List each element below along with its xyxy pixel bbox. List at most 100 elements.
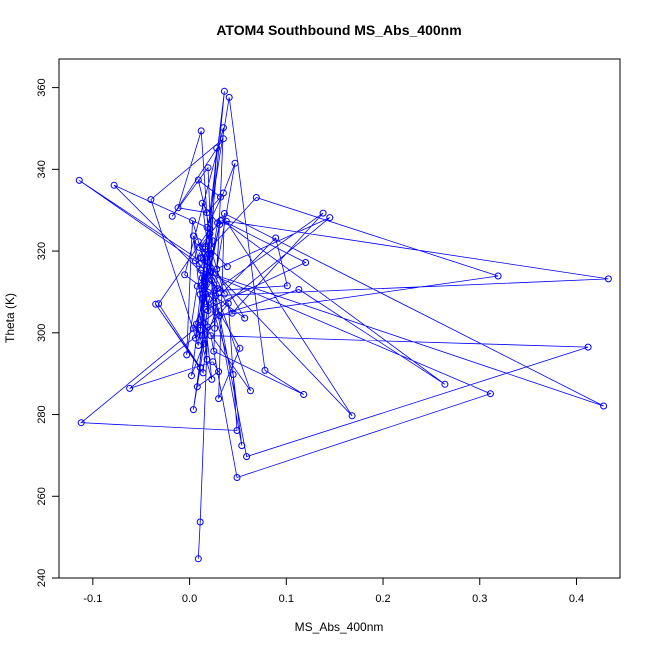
data-point (110, 181, 118, 189)
data-point (600, 402, 608, 410)
data-point (198, 295, 206, 302)
data-point (152, 300, 160, 308)
y-tick-label: 240 (36, 569, 48, 587)
data-point (236, 344, 244, 352)
data-point (189, 324, 197, 332)
data-point (193, 282, 201, 290)
data-point (228, 309, 236, 317)
data-point (217, 217, 224, 225)
x-tick-label: 0.1 (279, 593, 294, 605)
data-point (584, 343, 592, 351)
y-tick-label: 340 (36, 160, 48, 178)
data-point (200, 319, 208, 327)
data-point (219, 189, 227, 197)
data-point (202, 306, 210, 313)
x-axis: -0.1 0.0 0.1 0.2 0.3 0.4 (83, 577, 584, 605)
data-point (220, 210, 228, 217)
data-point (208, 277, 216, 284)
x-axis-label: MS_Abs_400nm (295, 620, 384, 634)
data-point (181, 271, 189, 279)
data-point (204, 164, 212, 172)
data-point (208, 375, 216, 383)
data-point (183, 351, 191, 359)
data-point (126, 384, 134, 392)
x-tick-label: 0.0 (182, 593, 197, 605)
data-point (216, 221, 224, 228)
data-point (189, 232, 197, 240)
series-line (79, 91, 609, 559)
data-point (243, 453, 251, 461)
y-tick-label: 360 (36, 78, 48, 96)
data-point (191, 334, 199, 342)
data-point (199, 369, 207, 377)
data-point (302, 259, 310, 266)
data-point (188, 372, 195, 380)
data-point (197, 127, 205, 135)
data-point (604, 275, 612, 283)
data-point (197, 266, 205, 274)
data-point (189, 406, 197, 414)
data-point (204, 288, 212, 296)
data-point (218, 216, 225, 224)
data-point (319, 209, 327, 217)
data-point (174, 204, 182, 212)
y-tick-label: 320 (36, 242, 48, 260)
data-point (207, 245, 215, 253)
data-point (168, 212, 176, 220)
x-tick-label: 0.2 (375, 593, 390, 605)
data-point (486, 390, 494, 398)
data-point (209, 237, 217, 245)
data-point (220, 87, 228, 95)
data-point (295, 286, 303, 293)
data-point (212, 308, 220, 316)
data-point (204, 262, 212, 270)
x-tick-label: 0.4 (569, 593, 584, 605)
data-point (196, 364, 204, 371)
data-point (211, 324, 219, 332)
data-point (195, 243, 203, 251)
data-point (207, 250, 215, 257)
y-tick-label: 260 (36, 487, 48, 505)
data-point (189, 217, 196, 225)
y-axis: 240 260 280 300 320 340 360 (36, 78, 60, 587)
data-point (200, 298, 208, 306)
data-point (77, 419, 85, 427)
data-point (229, 371, 237, 378)
data-point (196, 518, 204, 526)
data-point (233, 474, 241, 481)
data-point (196, 290, 204, 298)
data-point (494, 272, 502, 280)
data-point (219, 124, 227, 132)
data-point (201, 280, 209, 288)
data-point (197, 282, 205, 290)
data-point (75, 176, 83, 184)
data-point (348, 412, 356, 420)
data-point (233, 427, 241, 434)
data-point (211, 287, 219, 295)
chart-title: ATOM4 Southbound MS_Abs_400nm (216, 22, 461, 38)
x-tick-label: 0.3 (472, 593, 487, 605)
data-point (215, 368, 223, 376)
data-point (197, 254, 205, 262)
y-tick-label: 300 (36, 324, 48, 342)
data-point (210, 347, 218, 355)
data-point (206, 268, 214, 276)
data-point (198, 331, 206, 339)
data-point (207, 332, 215, 340)
data-point (203, 355, 211, 363)
data-point (203, 209, 211, 217)
x-tick-label: -0.1 (83, 593, 102, 605)
data-point (215, 395, 223, 403)
data-point (206, 230, 214, 238)
data-point (220, 290, 228, 298)
y-axis-label: Theta (K) (3, 293, 17, 343)
data-point (300, 391, 308, 398)
data-point (198, 274, 206, 282)
data-point (224, 299, 232, 307)
data-point (194, 176, 202, 184)
data-point (441, 380, 449, 388)
data-point (206, 225, 214, 233)
